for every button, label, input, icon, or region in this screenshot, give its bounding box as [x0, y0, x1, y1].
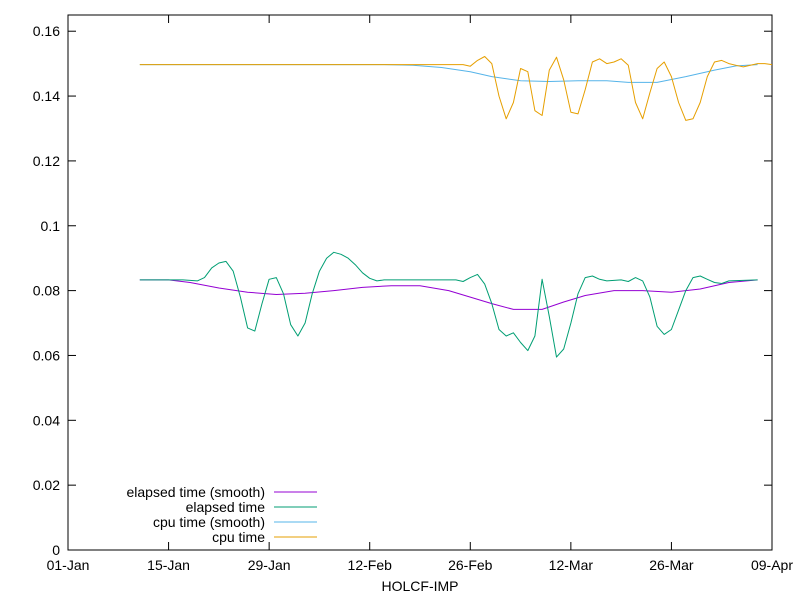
- y-tick-label: 0.06: [33, 347, 60, 363]
- x-tick-label: 12-Mar: [549, 557, 594, 573]
- legend-label: cpu time: [212, 529, 265, 545]
- x-tick-label: 09-Apr: [751, 557, 793, 573]
- legend-label: elapsed time: [186, 499, 266, 515]
- y-tick-label: 0: [52, 542, 60, 558]
- y-tick-label: 0.1: [41, 218, 61, 234]
- y-axis: 0 0.02 0.04 0.06 0.08 0.1 0.12 0.14 0.16: [33, 23, 772, 558]
- x-axis: 01-Jan 15-Jan 29-Jan 12-Feb 26-Feb 12-Mar 26-M…: [47, 15, 793, 573]
- series-line-2: [139, 251, 758, 358]
- x-tick-label: 12-Feb: [348, 557, 393, 573]
- x-axis-label: HOLCF-IMP: [382, 578, 459, 594]
- x-tick-label: 01-Jan: [47, 557, 90, 573]
- y-tick-label: 0.02: [33, 477, 60, 493]
- y-tick-label: 0.08: [33, 283, 60, 299]
- legend-label: cpu time (smooth): [153, 514, 265, 530]
- legend-label: elapsed time (smooth): [126, 484, 265, 500]
- y-tick-label: 0.12: [33, 153, 60, 169]
- x-tick-label: 15-Jan: [147, 557, 190, 573]
- series-line-4: [139, 56, 773, 121]
- x-tick-label: 29-Jan: [248, 557, 291, 573]
- y-tick-label: 0.14: [33, 88, 60, 104]
- series-layer: [139, 56, 773, 358]
- y-tick-label: 0.16: [33, 23, 60, 39]
- x-tick-label: 26-Feb: [448, 557, 493, 573]
- x-tick-label: 26-Mar: [649, 557, 694, 573]
- y-tick-label: 0.04: [33, 412, 60, 428]
- plot-border: [67, 14, 773, 551]
